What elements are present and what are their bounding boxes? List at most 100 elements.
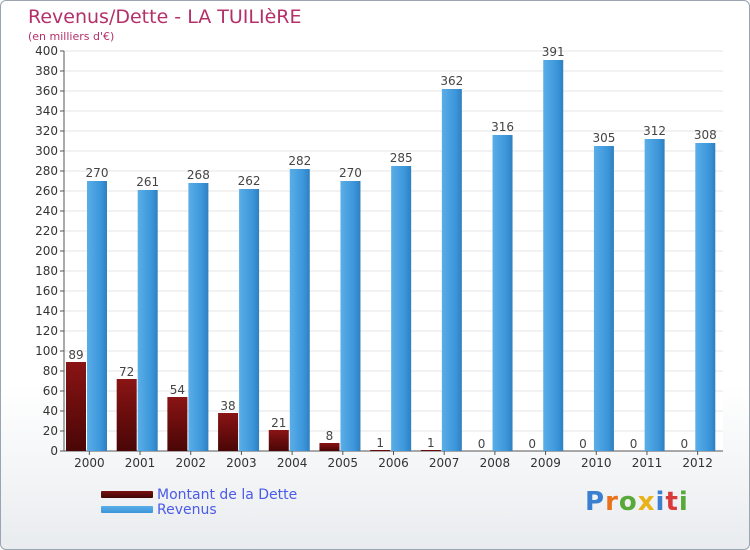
- x-tick-label: 2003: [226, 456, 257, 470]
- bar-revenue: [289, 169, 310, 451]
- bar-debt: [66, 362, 86, 451]
- bar-label-debt: 8: [326, 429, 334, 443]
- legend: Montant de la Dette Revenus: [101, 486, 298, 518]
- y-tick-label: 60: [43, 384, 58, 398]
- y-tick-label: 0: [50, 444, 58, 458]
- x-tick-label: 2009: [530, 456, 561, 470]
- bar-debt: [167, 397, 188, 451]
- y-tick-label: 320: [35, 124, 58, 138]
- x-tick-label: 2002: [175, 456, 206, 470]
- y-tick-label: 40: [43, 404, 58, 418]
- bar-revenue: [492, 135, 513, 451]
- bar-label-debt: 54: [170, 383, 185, 397]
- y-tick-label: 120: [35, 324, 58, 338]
- bar-debt: [268, 430, 289, 451]
- bar-label-debt: 38: [220, 399, 235, 413]
- bar-revenue: [239, 189, 260, 451]
- logo-letter: r: [605, 487, 619, 517]
- bar-label-revenue: 261: [136, 175, 159, 189]
- x-tick-label: 2012: [682, 456, 713, 470]
- y-tick-label: 20: [43, 424, 58, 438]
- legend-swatch-debt: [101, 491, 153, 498]
- bar-label-debt: 0: [579, 437, 587, 451]
- bar-revenue: [137, 190, 158, 451]
- bar-label-revenue: 270: [339, 166, 362, 180]
- x-tick-label: 2008: [480, 456, 511, 470]
- y-tick-label: 200: [35, 244, 58, 258]
- bar-revenue: [644, 139, 665, 451]
- x-tick-label: 2001: [125, 456, 156, 470]
- legend-label-revenue: Revenus: [157, 501, 217, 518]
- y-tick-label: 400: [35, 44, 58, 58]
- y-tick-label: 240: [35, 204, 58, 218]
- bar-debt: [319, 443, 340, 451]
- x-tick-label: 2011: [632, 456, 663, 470]
- bar-label-revenue: 312: [643, 124, 666, 138]
- bar-revenue: [391, 166, 412, 451]
- logo-letter: x: [637, 487, 656, 517]
- bar-revenue: [695, 143, 716, 451]
- legend-swatch-revenue: [101, 506, 153, 513]
- logo-letter: P: [585, 487, 606, 517]
- bar-label-revenue: 270: [86, 166, 109, 180]
- y-tick-label: 180: [35, 264, 58, 278]
- bar-revenue: [87, 181, 107, 451]
- proxiti-logo: Proxiti: [585, 487, 689, 517]
- bar-label-revenue: 308: [694, 128, 717, 142]
- y-tick-label: 220: [35, 224, 58, 238]
- x-tick-label: 2004: [277, 456, 308, 470]
- y-tick-label: 140: [35, 304, 58, 318]
- bar-debt: [218, 413, 239, 451]
- y-tick-label: 280: [35, 164, 58, 178]
- bar-label-revenue: 268: [187, 168, 210, 182]
- bar-label-debt: 72: [119, 365, 134, 379]
- x-tick-label: 2010: [581, 456, 612, 470]
- y-tick-label: 360: [35, 84, 58, 98]
- bar-revenue: [188, 183, 209, 451]
- legend-label-debt: Montant de la Dette: [157, 486, 298, 503]
- bar-label-revenue: 282: [288, 154, 311, 168]
- bar-label-debt: 89: [68, 348, 83, 362]
- x-tick-label: 2005: [328, 456, 359, 470]
- bar-label-revenue: 262: [238, 174, 261, 188]
- bar-label-debt: 0: [630, 437, 638, 451]
- bar-revenue: [340, 181, 361, 451]
- logo-letter: i: [678, 487, 689, 517]
- bar-revenue: [441, 89, 462, 451]
- bar-debt: [370, 450, 391, 451]
- bar-debt: [420, 450, 441, 451]
- bar-label-revenue: 391: [542, 45, 565, 59]
- y-tick-label: 260: [35, 184, 58, 198]
- x-tick-label: 2006: [378, 456, 409, 470]
- bar-revenue: [543, 60, 564, 451]
- y-tick-label: 340: [35, 104, 58, 118]
- y-tick-label: 300: [35, 144, 58, 158]
- logo-letter: t: [665, 487, 679, 517]
- bar-label-revenue: 305: [592, 131, 615, 145]
- bar-label-revenue: 362: [440, 74, 463, 88]
- logo-letter: i: [655, 487, 666, 517]
- bar-label-revenue: 316: [491, 120, 514, 134]
- bar-debt: [116, 379, 137, 451]
- x-tick-label: 2007: [429, 456, 460, 470]
- bar-label-debt: 1: [427, 436, 435, 450]
- logo-letter: o: [618, 487, 638, 517]
- legend-item-revenue: Revenus: [101, 501, 297, 518]
- bar-label-debt: 0: [478, 437, 486, 451]
- bar-label-debt: 1: [376, 436, 384, 450]
- chart-title: Revenus/Dette - LA TUILIèRE: [28, 6, 302, 28]
- chart-subtitle: (en milliers d'€): [28, 30, 115, 43]
- bar-label-debt: 21: [271, 416, 286, 430]
- y-tick-label: 160: [35, 284, 58, 298]
- bar-label-debt: 0: [528, 437, 536, 451]
- y-tick-label: 80: [43, 364, 58, 378]
- bar-label-revenue: 285: [390, 151, 413, 165]
- x-tick-label: 2000: [74, 456, 105, 470]
- legend-item-debt: Montant de la Dette: [101, 486, 298, 503]
- bar-revenue: [593, 146, 614, 451]
- y-tick-label: 100: [35, 344, 58, 358]
- bar-label-debt: 0: [680, 437, 688, 451]
- y-tick-label: 380: [35, 64, 58, 78]
